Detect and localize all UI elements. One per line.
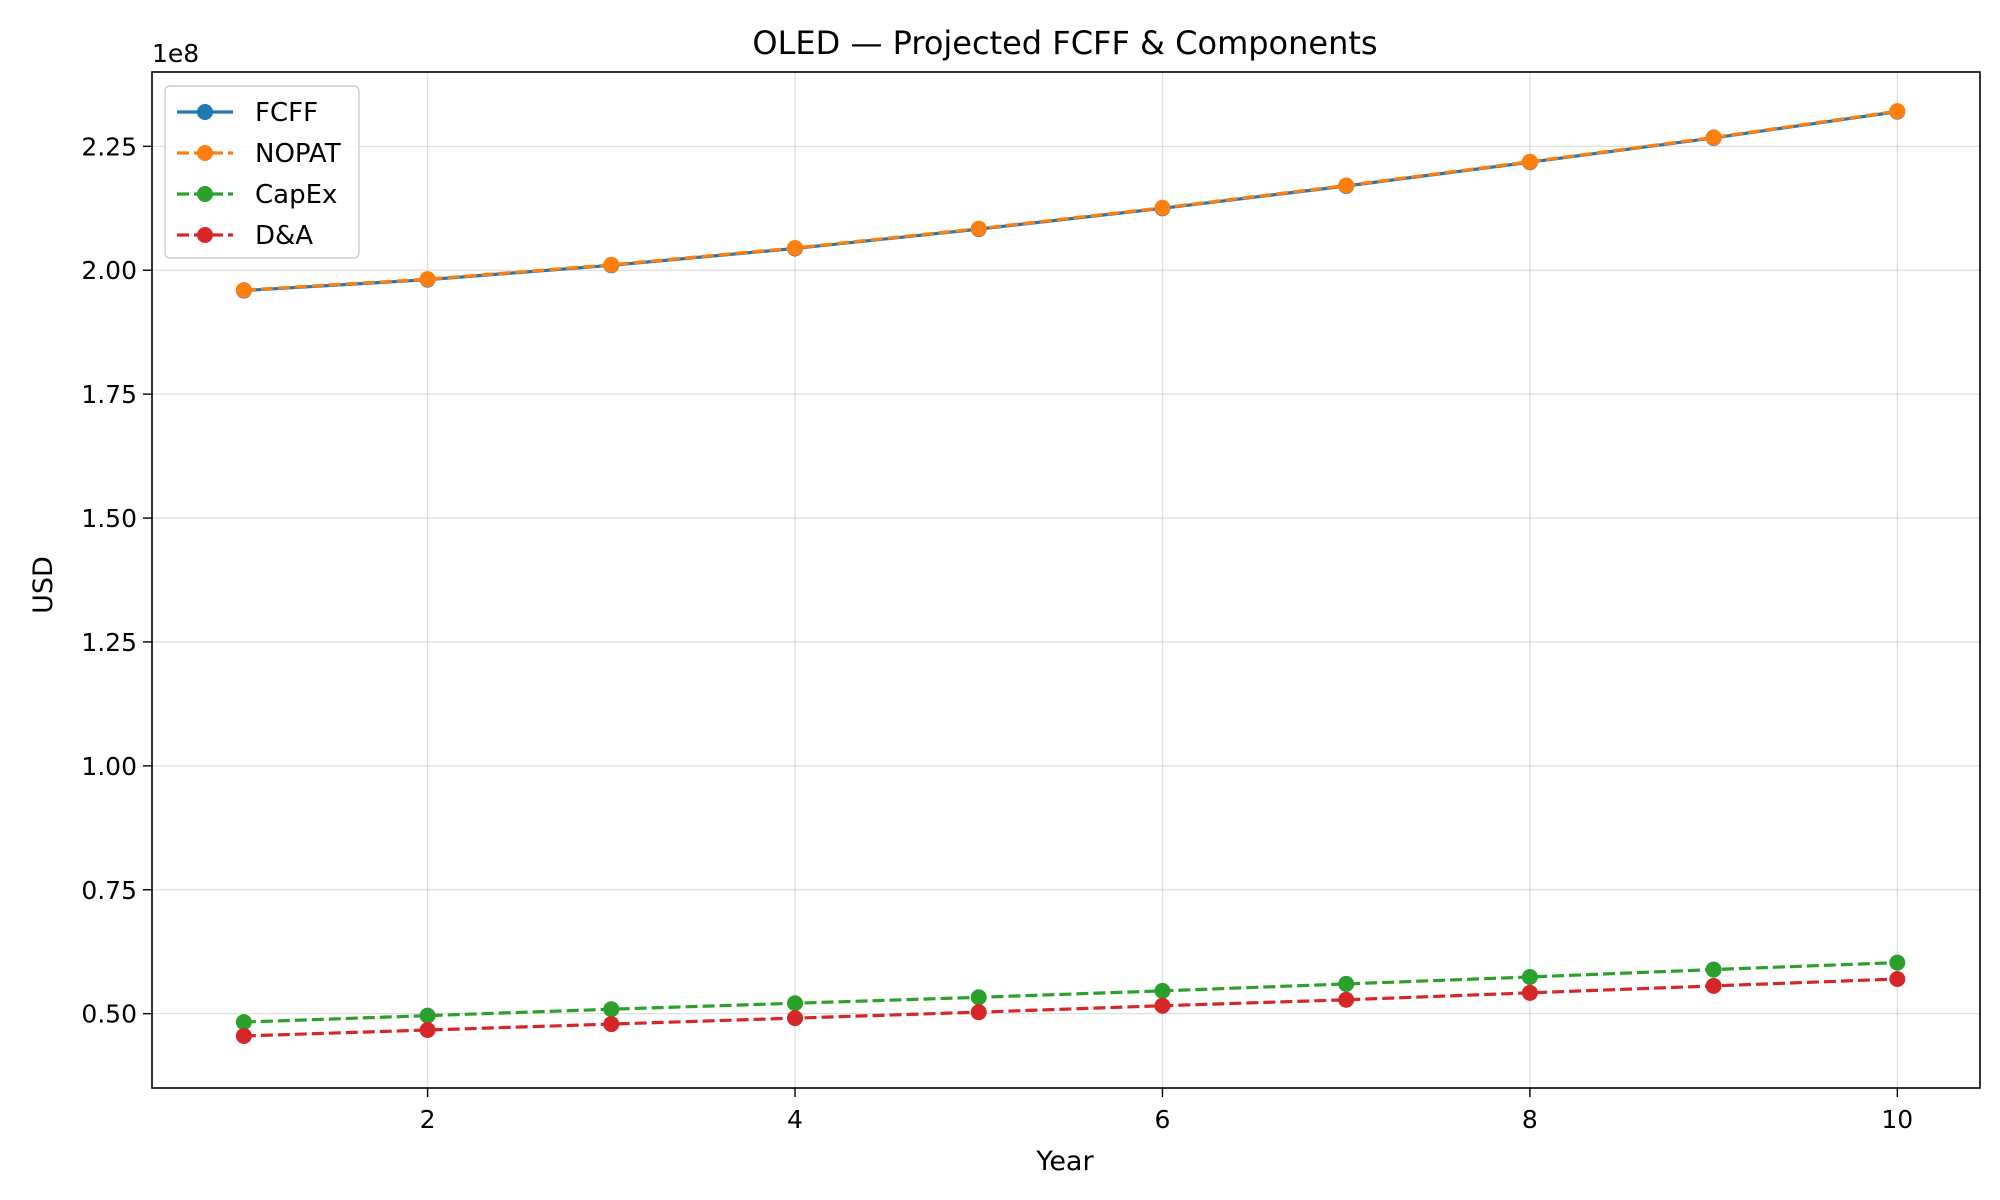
legend-entry-d-a: D&A — [177, 221, 313, 251]
y-axis-label: USD — [28, 556, 59, 614]
legend-box — [164, 85, 360, 259]
x-tick-label: 10 — [1881, 1105, 1913, 1134]
data-point-capex — [419, 1007, 436, 1024]
series-line-d-a — [243, 977, 1898, 1038]
data-point-nopat — [1521, 153, 1538, 170]
legend-marker-d-a — [197, 227, 213, 243]
data-point-nopat — [603, 256, 620, 273]
legend-label-nopat: NOPAT — [255, 139, 341, 169]
legend-entry-fcff: FCFF — [177, 98, 318, 128]
data-point-capex — [1338, 975, 1355, 992]
y-tick-label: 1.25 — [81, 628, 137, 657]
data-point-nopat — [1705, 129, 1722, 146]
legend-label-fcff: FCFF — [255, 98, 318, 128]
legend-marker-capex — [197, 186, 213, 202]
data-point-d-a — [235, 1027, 252, 1044]
y-tick-label: 1.75 — [81, 380, 137, 409]
data-point-capex — [1705, 961, 1722, 978]
data-point-d-a — [1705, 977, 1722, 994]
y-axis-offset-label: 1e8 — [152, 39, 199, 68]
x-tick-label: 6 — [1154, 1105, 1170, 1134]
series-line-capex — [243, 961, 1898, 1024]
data-point-d-a — [787, 1010, 804, 1027]
legend: FCFF NOPAT CapEx D&A — [164, 85, 360, 259]
x-tick-label: 4 — [787, 1105, 803, 1134]
y-tick-label: 0.75 — [81, 876, 137, 905]
data-point-capex — [970, 989, 987, 1006]
data-point-d-a — [419, 1022, 436, 1039]
series-line-nopat — [243, 109, 1898, 292]
grid — [152, 72, 1980, 1088]
data-point-d-a — [970, 1004, 987, 1021]
data-point-capex — [1521, 968, 1538, 985]
chart-title: OLED — Projected FCFF & Components — [752, 24, 1377, 62]
x-tick-label: 8 — [1522, 1105, 1538, 1134]
data-point-capex — [235, 1014, 252, 1031]
legend-label-d-a: D&A — [255, 221, 313, 251]
data-point-capex — [787, 995, 804, 1012]
data-point-nopat — [787, 239, 804, 256]
x-tick-label: 2 — [420, 1105, 436, 1134]
legend-marker-fcff — [197, 104, 213, 120]
y-tick-label: 0.50 — [81, 1000, 137, 1029]
data-point-d-a — [1338, 991, 1355, 1008]
y-tick-label: 2.00 — [81, 256, 137, 285]
data-point-d-a — [1521, 984, 1538, 1001]
data-point-nopat — [1154, 199, 1171, 216]
data-point-nopat — [970, 220, 987, 237]
data-point-capex — [1154, 982, 1171, 999]
series-layer — [235, 103, 1906, 1044]
data-point-nopat — [1338, 177, 1355, 194]
legend-marker-nopat — [197, 145, 213, 161]
data-point-capex — [1889, 954, 1906, 971]
y-tick-label: 1.50 — [81, 504, 137, 533]
legend-label-capex: CapEx — [255, 180, 337, 210]
ticks: 2 4 6 8 10 0.50 0.75 1.00 1.25 1.50 1.75 2.00 2.25 — [81, 132, 1913, 1134]
x-axis-label: Year — [1035, 1146, 1094, 1177]
series-capex — [235, 954, 1906, 1031]
plot-frame — [151, 71, 1981, 1089]
y-tick-label: 2.25 — [81, 132, 137, 161]
data-point-capex — [603, 1001, 620, 1018]
data-point-nopat — [235, 282, 252, 299]
data-point-d-a — [1889, 970, 1906, 987]
series-d-a — [235, 970, 1906, 1044]
legend-entry-nopat: NOPAT — [177, 139, 341, 169]
data-point-d-a — [1154, 997, 1171, 1014]
data-point-nopat — [1889, 103, 1906, 120]
y-tick-label: 1.00 — [81, 752, 137, 781]
legend-entry-capex: CapEx — [177, 180, 337, 210]
data-point-nopat — [419, 271, 436, 288]
series-nopat — [235, 103, 1906, 299]
data-point-d-a — [603, 1016, 620, 1033]
